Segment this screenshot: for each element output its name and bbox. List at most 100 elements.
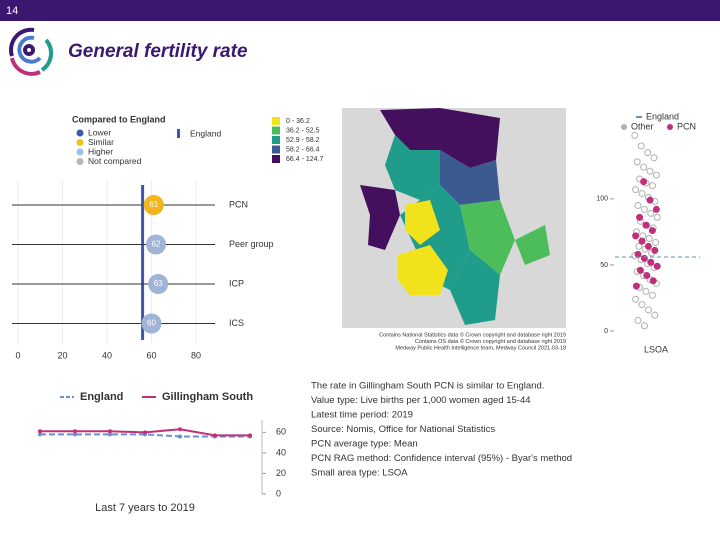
point xyxy=(73,429,77,434)
note-line: The rate in Gillingham South PCN is simi… xyxy=(311,381,544,392)
x-tick-label: 80 xyxy=(191,350,201,360)
x-tick-label: 0 xyxy=(15,350,20,360)
y-tick-label: 20 xyxy=(276,468,286,478)
point xyxy=(642,287,650,295)
point xyxy=(636,213,644,221)
note-line: PCN average type: Mean xyxy=(311,439,418,450)
point xyxy=(653,262,661,270)
point xyxy=(637,142,645,150)
point xyxy=(73,432,77,437)
value-label: 62 xyxy=(151,240,160,249)
note-line: Source: Nomis, Office for National Stati… xyxy=(311,424,495,435)
legend-swatch xyxy=(621,124,627,130)
legend-label: England xyxy=(190,128,221,138)
legend-label: Gillingham South xyxy=(162,391,253,403)
point xyxy=(632,232,640,240)
point xyxy=(632,282,640,290)
legend-label: England xyxy=(646,111,679,121)
x-tick-label: 40 xyxy=(102,350,112,360)
map-credit: Medway Public Health Intelligence team, … xyxy=(395,345,566,351)
y-tick-label: 50 xyxy=(600,262,608,269)
point xyxy=(650,154,658,162)
x-tick-label: 60 xyxy=(146,350,156,360)
point xyxy=(638,237,646,245)
point xyxy=(248,433,252,438)
legend-swatch xyxy=(272,117,280,125)
point xyxy=(653,213,661,221)
map-area xyxy=(405,200,440,245)
category-label: Peer group xyxy=(229,239,274,249)
point xyxy=(631,131,639,139)
legend-label: Higher xyxy=(88,146,113,156)
map-area xyxy=(385,135,440,200)
point xyxy=(640,254,648,262)
map-credit: Contains OS data © Crown copyright and d… xyxy=(415,338,566,345)
legend-label: Not compared xyxy=(88,156,142,166)
legend-label: 66.4 - 124.7 xyxy=(286,156,323,163)
point xyxy=(213,433,217,438)
point xyxy=(145,234,166,255)
legend-swatch xyxy=(272,155,280,163)
point xyxy=(636,266,644,274)
point xyxy=(640,178,648,186)
legend-swatch xyxy=(272,136,280,144)
map-area xyxy=(360,185,400,250)
legend-label: 58.2 - 66.4 xyxy=(286,146,320,153)
point xyxy=(640,322,648,330)
page-number: 14 xyxy=(6,5,18,17)
point xyxy=(638,190,646,198)
point xyxy=(143,430,147,435)
point xyxy=(632,295,640,303)
point xyxy=(647,209,655,217)
legend-label: Other xyxy=(631,121,654,131)
point xyxy=(178,434,182,439)
legend-label: England xyxy=(80,391,123,403)
chart-title: Last 7 years to 2019 xyxy=(95,502,195,514)
y-tick-label: 60 xyxy=(276,427,286,437)
x-tick-label: 20 xyxy=(57,350,67,360)
header-bar xyxy=(0,0,720,21)
legend-title: Compared to England xyxy=(72,114,166,124)
point xyxy=(644,149,652,157)
point xyxy=(644,242,652,250)
point xyxy=(652,238,660,246)
x-axis-label: LSOA xyxy=(644,344,668,354)
slide-title: General fertility rate xyxy=(68,41,248,62)
y-tick-label: 0 xyxy=(276,488,281,498)
legend-swatch xyxy=(177,129,180,138)
category-label: PCN xyxy=(229,199,248,209)
value-label: 63 xyxy=(154,279,163,288)
point xyxy=(634,250,642,258)
logo xyxy=(9,27,54,76)
legend-swatch xyxy=(76,129,84,137)
legend-label: 0 - 36.2 xyxy=(286,118,310,125)
note-line: PCN RAG method: Confidence interval (95%… xyxy=(311,453,572,464)
point xyxy=(632,186,640,194)
category-label: ICS xyxy=(229,318,244,328)
map xyxy=(342,108,566,328)
point xyxy=(640,163,648,171)
point xyxy=(651,246,659,254)
point xyxy=(646,167,654,175)
point xyxy=(645,235,653,242)
point xyxy=(38,429,42,434)
point xyxy=(644,306,652,314)
point xyxy=(647,258,655,266)
legend-swatch xyxy=(76,139,84,146)
map-area xyxy=(440,150,500,205)
legend-swatch xyxy=(667,124,673,130)
map-area xyxy=(515,225,550,265)
point xyxy=(652,171,660,179)
point xyxy=(634,316,642,324)
legend-swatch xyxy=(272,126,280,135)
note-line: Latest time period: 2019 xyxy=(311,410,413,421)
point xyxy=(148,274,169,294)
y-tick-label: 0 xyxy=(604,328,608,335)
point xyxy=(38,432,42,437)
point xyxy=(648,227,656,235)
point xyxy=(634,201,642,209)
point xyxy=(643,272,651,279)
point xyxy=(108,432,112,437)
point xyxy=(649,277,657,285)
